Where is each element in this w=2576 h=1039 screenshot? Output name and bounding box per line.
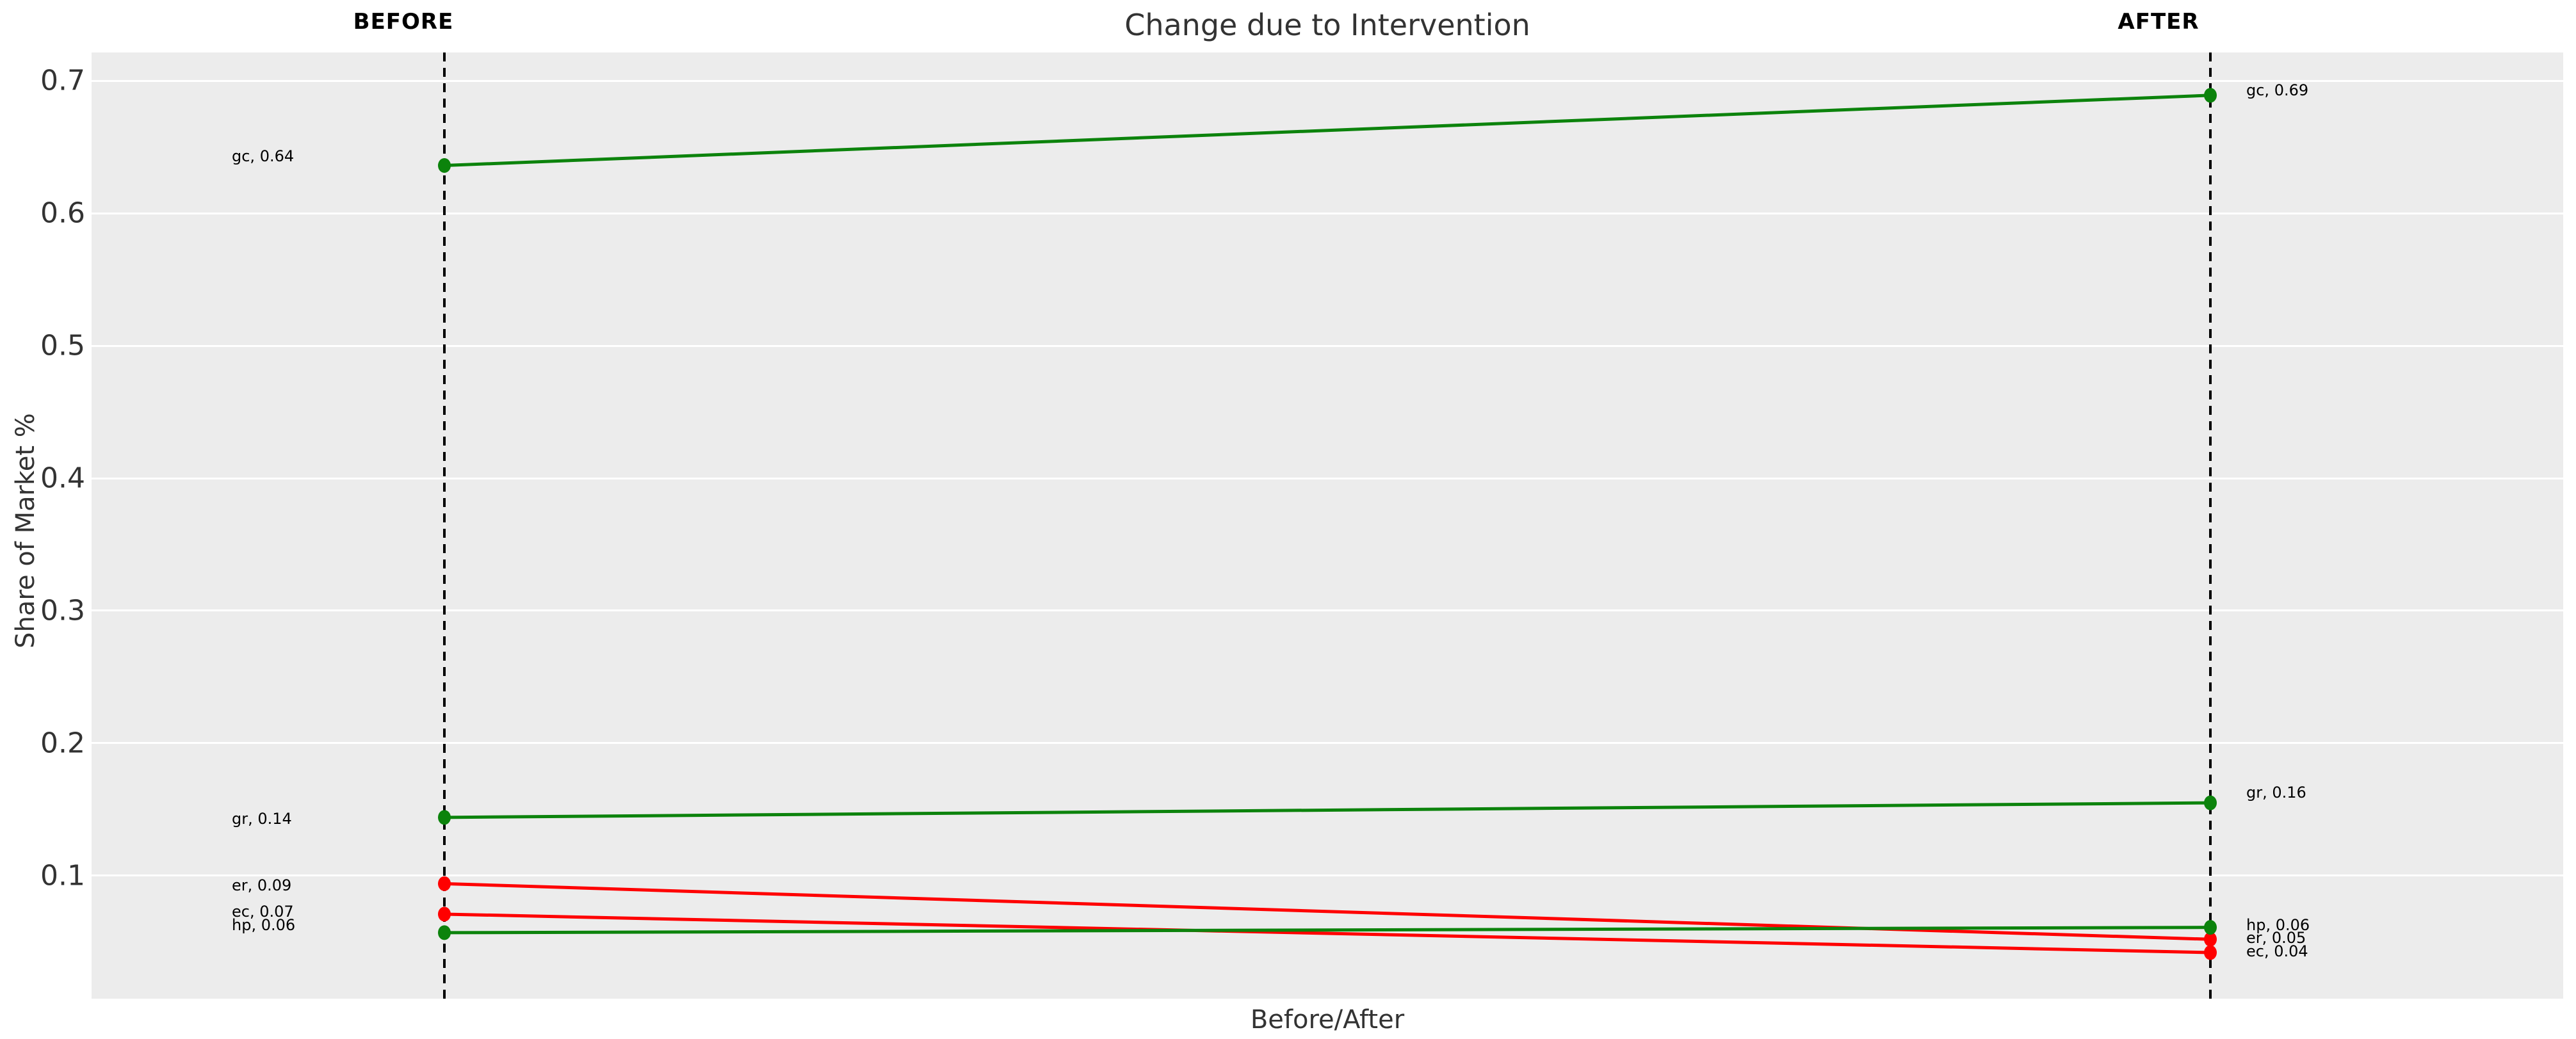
data-point-label-ec: ec, 0.04: [2246, 942, 2308, 961]
gridline: [92, 344, 2563, 347]
data-point-label-gc: gc, 0.64: [232, 147, 295, 166]
data-point-label-gr: gr, 0.14: [232, 810, 292, 828]
gridline: [92, 79, 2563, 82]
y-tick-label: 0.4: [40, 462, 85, 495]
gridline: [92, 609, 2563, 612]
data-point-hp-before: [438, 925, 451, 940]
gridline: [92, 874, 2563, 877]
gridline: [92, 742, 2563, 745]
y-tick-label: 0.3: [40, 594, 85, 627]
series-line-gr: [444, 801, 2211, 819]
y-tick-label: 0.2: [40, 727, 85, 760]
y-tick-label: 0.6: [40, 197, 85, 230]
data-point-label-er: er, 0.05: [2246, 929, 2306, 947]
x-axis-label: Before/After: [1250, 1005, 1405, 1035]
data-point-gr-after: [2204, 795, 2217, 810]
data-point-label-gr: gr, 0.16: [2246, 783, 2306, 801]
data-point-er-before: [438, 876, 451, 891]
data-point-label-hp: hp, 0.06: [2246, 915, 2310, 934]
data-point-er-after: [2204, 931, 2217, 947]
data-point-label-hp: hp, 0.06: [232, 915, 296, 934]
series-line-hp: [444, 926, 2211, 935]
series-line-ec: [444, 912, 2211, 954]
gridline: [92, 477, 2563, 479]
data-point-gc-before: [438, 158, 451, 173]
data-point-hp-after: [2204, 920, 2217, 935]
after-column-label: AFTER: [2118, 9, 2199, 35]
data-point-ec-before: [438, 906, 451, 922]
data-point-label-ec: ec, 0.07: [232, 903, 294, 921]
series-line-er: [444, 882, 2211, 941]
y-tick-label: 0.1: [40, 859, 85, 892]
data-point-gr-before: [438, 810, 451, 825]
series-line-gc: [444, 93, 2211, 168]
data-point-ec-after: [2204, 945, 2217, 960]
data-point-label-gc: gc, 0.69: [2246, 81, 2309, 99]
y-tick-label: 0.7: [40, 64, 85, 97]
y-tick-label: 0.5: [40, 329, 85, 362]
before-column-label: BEFORE: [353, 9, 454, 35]
gridline: [92, 212, 2563, 214]
chart-title: Change due to Intervention: [1124, 8, 1530, 42]
data-point-label-er: er, 0.09: [232, 876, 292, 894]
data-point-gc-after: [2204, 88, 2217, 103]
plot-area: [92, 52, 2563, 999]
